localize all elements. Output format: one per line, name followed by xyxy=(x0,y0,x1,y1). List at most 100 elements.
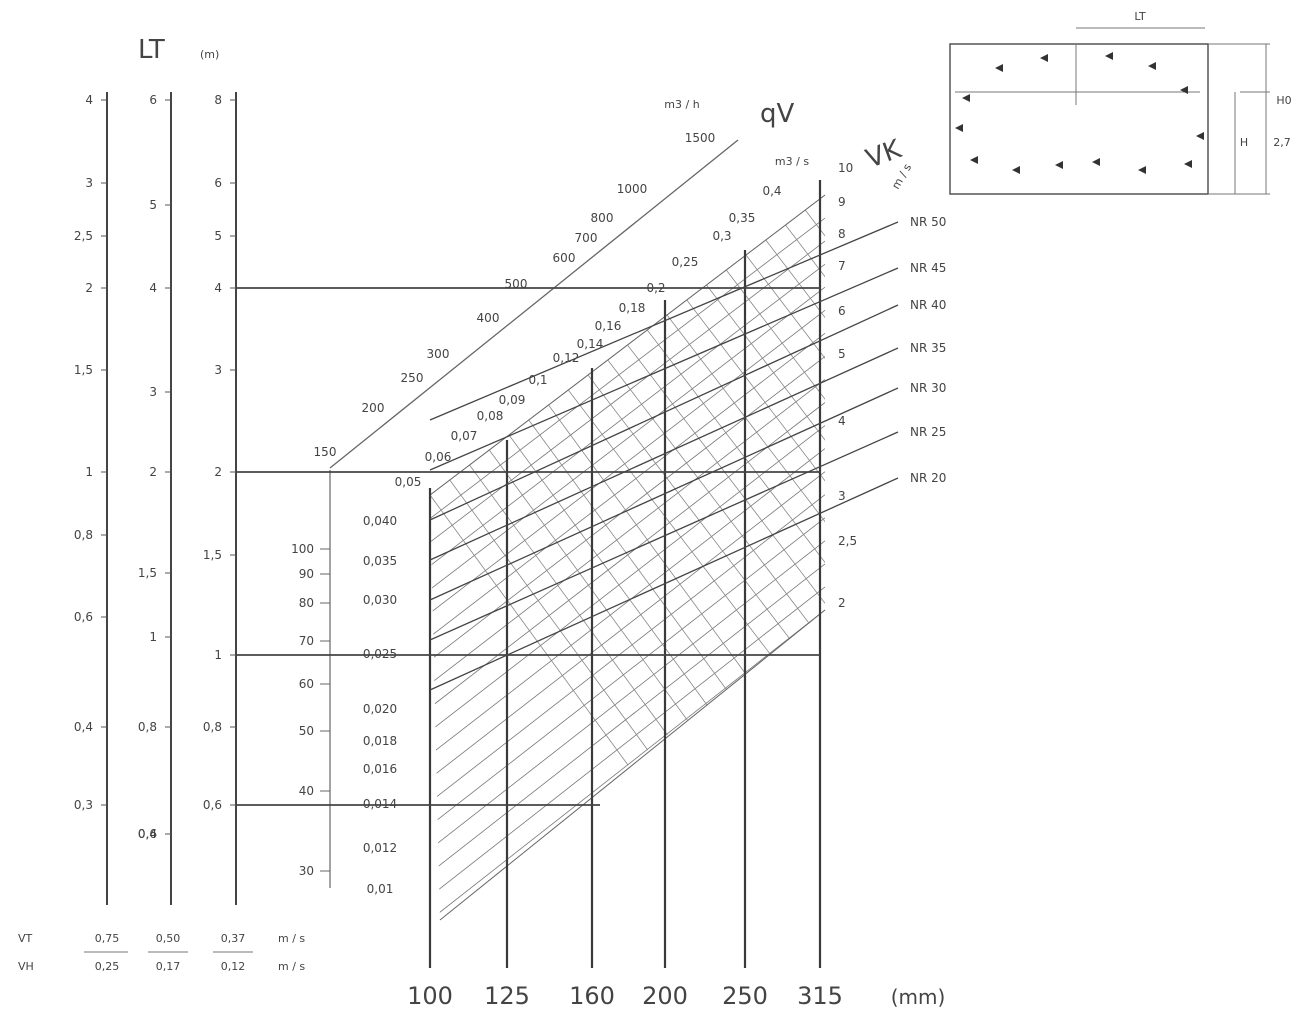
throw-axis-tick-label: 1,5 xyxy=(74,363,93,377)
inset-lt-label: LT xyxy=(1134,10,1146,23)
flow-m3s-tick-label: 0,014 xyxy=(363,797,397,811)
nr-curve xyxy=(429,387,899,601)
grid-line-rising xyxy=(429,471,826,779)
inset-airflow-arrow xyxy=(1138,166,1146,174)
nr-curve-label: NR 25 xyxy=(910,425,946,439)
throw-axis-tick-label: 1,5 xyxy=(203,548,222,562)
vt-row-label: VT xyxy=(18,932,33,945)
throw-axis-tick-label: 0,4 xyxy=(74,720,93,734)
vk-tick-label: 2 xyxy=(838,596,846,610)
nr-curve xyxy=(429,431,899,641)
inset-h-label: H xyxy=(1240,136,1248,149)
flow-m3h-tick-label: 200 xyxy=(362,401,385,415)
flow-m3s-unit: m3 / s xyxy=(775,155,809,168)
flow-m3s-tick-label: 0,035 xyxy=(363,554,397,568)
throw-axis-tick-label: 6 xyxy=(214,176,222,190)
flow-m3h-tick-label: 300 xyxy=(427,347,450,361)
flow-m3h-tick-label: 1500 xyxy=(685,131,716,145)
throw-axis-tick-label: 0,6 xyxy=(74,610,93,624)
flow-m3s-tick-label: 0,01 xyxy=(367,882,394,896)
throw-axis-tick-label: 1 xyxy=(85,465,93,479)
flow-m3h-tick-label: 600 xyxy=(553,251,576,265)
vh-value: 0,25 xyxy=(95,960,120,973)
vt-value: 0,75 xyxy=(95,932,120,945)
vt-value: 0,50 xyxy=(156,932,181,945)
flow-m3h-tick-label: 150 xyxy=(314,445,337,459)
flow-m3s-tick-label: 0,16 xyxy=(595,319,622,333)
throw-axis-tick-label: 4 xyxy=(214,281,222,295)
nr-curve xyxy=(429,304,899,521)
throw-axis-tick-label: 3 xyxy=(214,363,222,377)
grid-line-rising xyxy=(429,517,826,826)
grid-line-rising xyxy=(429,609,826,921)
throw-axis-tick-label: 2 xyxy=(85,281,93,295)
flow-m3s-tick-label: 0,2 xyxy=(646,281,665,295)
flow-axis-title: qV xyxy=(760,99,795,129)
nr-curve-label: NR 50 xyxy=(910,215,946,229)
grid-line-falling xyxy=(508,434,708,706)
throw-axis-title: LT xyxy=(138,35,165,65)
flow-m3h-low-tick-label: 100 xyxy=(291,542,314,556)
flow-m3s-tick-label: 0,1 xyxy=(528,373,547,387)
throw-axis-tick-label: 5 xyxy=(149,198,157,212)
throw-axis-tick-label: 4 xyxy=(85,93,93,107)
flow-m3h-tick-label: 1000 xyxy=(617,182,648,196)
inset-airflow-arrow xyxy=(1012,166,1020,174)
vk-tick-label: 2,5 xyxy=(838,534,857,548)
nr-curve-label: NR 30 xyxy=(910,381,946,395)
flow-m3s-tick-label: 0,030 xyxy=(363,593,397,607)
flow-m3s-tick-label: 0,14 xyxy=(577,337,604,351)
throw-axis-tick-label: 5 xyxy=(214,229,222,243)
vk-tick-label: 10 xyxy=(838,161,853,175)
inset-height-label: 2,7 xyxy=(1273,136,1291,149)
vh-unit: m / s xyxy=(278,960,305,973)
diameter-label: 125 xyxy=(484,982,530,1010)
diameter-label: 160 xyxy=(569,982,615,1010)
grid-border xyxy=(429,194,826,496)
throw-axis-tick-label: 0,8 xyxy=(138,720,157,734)
throw-axis-tick-label: 0,6 xyxy=(138,827,157,841)
vk-tick-label: 7 xyxy=(838,259,846,273)
flow-m3h-tick-label: 500 xyxy=(505,277,528,291)
flow-m3h-low-tick-label: 40 xyxy=(299,784,314,798)
nr-curve-label: NR 35 xyxy=(910,341,946,355)
nomogram-labels: 432,521,510,80,60,40,3654321,510,80,60,4… xyxy=(18,35,946,1010)
grid-line-rising xyxy=(429,263,826,567)
nr-curve xyxy=(429,267,899,471)
vk-tick-label: 5 xyxy=(838,347,846,361)
flow-m3s-tick-label: 0,025 xyxy=(363,647,397,661)
inset-airflow-arrow xyxy=(962,94,970,102)
throw-axis-tick-label: 1,5 xyxy=(138,566,157,580)
flow-m3s-tick-label: 0,07 xyxy=(451,429,478,443)
flow-m3h-low-tick-label: 70 xyxy=(299,634,314,648)
throw-axis-tick-label: 1 xyxy=(214,648,222,662)
inset-airflow-arrow xyxy=(1196,132,1204,140)
grid-line-rising xyxy=(429,448,826,756)
vk-tick-label: 3 xyxy=(838,489,846,503)
flow-m3h-low-tick-label: 60 xyxy=(299,677,314,691)
diameter-label: 315 xyxy=(797,982,843,1010)
throw-axis-tick-label: 2 xyxy=(214,465,222,479)
inset-airflow-arrow xyxy=(1105,52,1113,60)
throw-axis-tick-label: 3 xyxy=(149,385,157,399)
flow-m3s-tick-label: 0,016 xyxy=(363,762,397,776)
flow-m3s-tick-label: 0,020 xyxy=(363,702,397,716)
flow-m3s-tick-label: 0,4 xyxy=(762,184,781,198)
diameter-unit: (mm) xyxy=(891,985,946,1009)
diameter-label: 200 xyxy=(642,982,688,1010)
throw-axis-tick-label: 2 xyxy=(149,465,157,479)
inset-airflow-arrow xyxy=(995,64,1003,72)
throw-axis-unit: (m) xyxy=(200,48,219,61)
flow-m3s-tick-label: 0,018 xyxy=(363,734,397,748)
vt-unit: m / s xyxy=(278,932,305,945)
nr-curve-label: NR 45 xyxy=(910,261,946,275)
nr-curve-label: NR 20 xyxy=(910,471,946,485)
grid-line-rising xyxy=(429,563,826,874)
throw-axis-tick-label: 6 xyxy=(149,93,157,107)
vt-value: 0,37 xyxy=(221,932,246,945)
grid-line-falling xyxy=(429,494,629,766)
flow-m3h-tick-label: 400 xyxy=(477,311,500,325)
flow-m3s-tick-label: 0,12 xyxy=(553,351,580,365)
vk-tick-label: 4 xyxy=(838,414,846,428)
